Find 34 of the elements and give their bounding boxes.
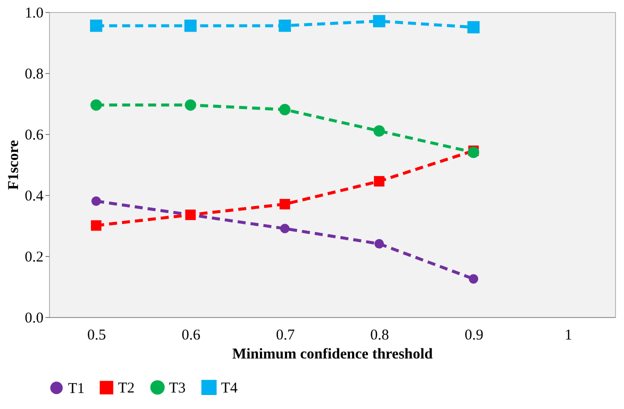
point xyxy=(90,99,102,111)
x-tick-label: 0.8 xyxy=(370,328,390,344)
legend-label: T4 xyxy=(221,380,238,396)
x-tick-label: 0.5 xyxy=(87,328,106,344)
point xyxy=(184,99,196,111)
point xyxy=(90,20,102,32)
point xyxy=(373,15,386,28)
point xyxy=(468,274,478,284)
point xyxy=(467,21,480,34)
legend-label: T2 xyxy=(118,380,135,397)
x-axis-title: Minimum confidence threshold xyxy=(232,346,434,362)
y-axis-title: F1score xyxy=(6,140,22,190)
y-tick-label: 0.0 xyxy=(24,310,44,326)
y-tick-label: 1.0 xyxy=(24,6,44,22)
legend-label: T1 xyxy=(68,380,85,397)
point xyxy=(374,176,384,187)
point xyxy=(280,224,290,234)
y-tick-label: 0.8 xyxy=(24,66,44,82)
point xyxy=(280,198,290,210)
point xyxy=(373,125,385,137)
x-tick-label: 0.6 xyxy=(182,328,201,344)
point xyxy=(184,20,197,32)
point xyxy=(90,220,102,231)
legend-label: T3 xyxy=(169,380,186,396)
y-tick-label: 0.4 xyxy=(24,188,44,204)
point xyxy=(278,20,291,32)
x-tick-label: 0.9 xyxy=(464,328,484,344)
y-tick-label: 0.6 xyxy=(24,128,44,144)
point xyxy=(91,196,101,206)
x-tick-label: 0.7 xyxy=(276,328,296,344)
point xyxy=(279,104,291,116)
y-tick-label: 0.2 xyxy=(24,250,44,266)
x-tick-label: 1 xyxy=(564,328,572,344)
point xyxy=(374,239,384,249)
